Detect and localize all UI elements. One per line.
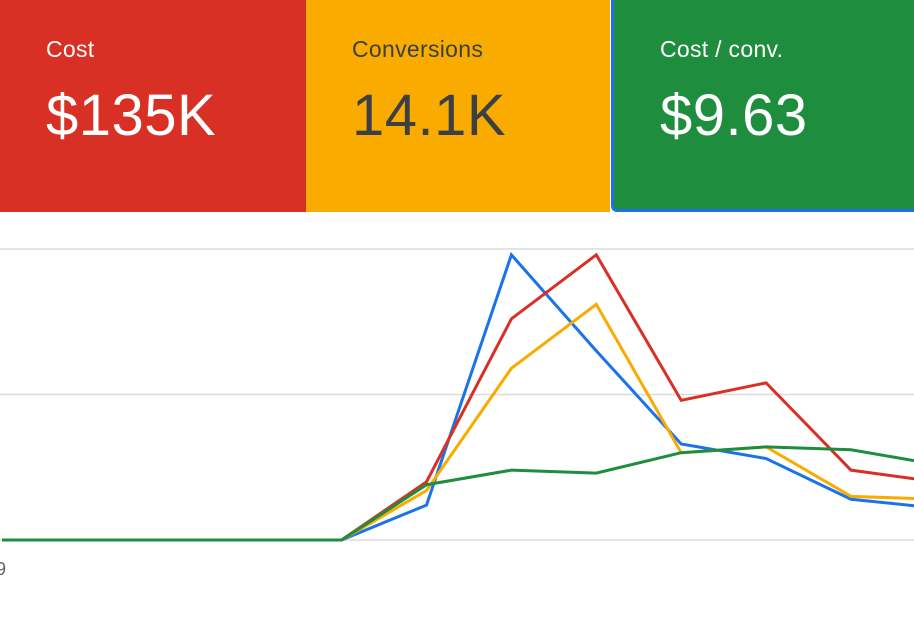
metric-label: Cost / conv. xyxy=(660,36,784,62)
metric-card-conversions[interactable]: Conversions 14.1K xyxy=(306,0,610,212)
x-tick-label: 9 xyxy=(0,559,7,579)
metric-value: $135K xyxy=(46,83,217,148)
metric-value: 14.1K xyxy=(352,83,507,148)
metric-label: Cost xyxy=(46,36,95,62)
metric-label: Conversions xyxy=(352,36,484,62)
series-line-cost xyxy=(2,252,914,542)
metric-value: $9.63 xyxy=(660,83,808,148)
series-line-cost-conv- xyxy=(2,445,914,542)
performance-line-chart xyxy=(0,248,914,542)
metric-card-cost[interactable]: Cost $135K xyxy=(0,0,306,212)
series-line-clicks xyxy=(2,251,914,542)
metric-card-cost-per-conversion[interactable]: Cost / conv. $9.63 xyxy=(611,0,914,212)
